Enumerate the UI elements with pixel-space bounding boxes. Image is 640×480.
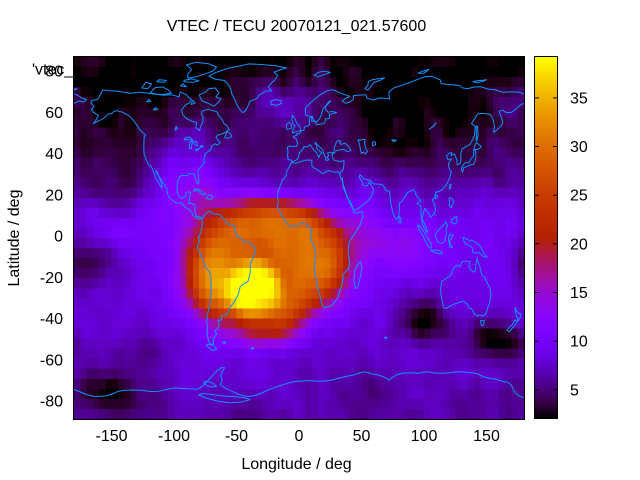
svg-text:Longitude / deg: Longitude / deg — [241, 456, 351, 473]
svg-text:20: 20 — [570, 236, 588, 253]
svg-text:Latitude / deg: Latitude / deg — [6, 190, 23, 287]
svg-text:50: 50 — [353, 428, 371, 445]
svg-text:10: 10 — [570, 334, 588, 351]
svg-text:-50: -50 — [225, 428, 248, 445]
svg-text:30: 30 — [570, 139, 588, 156]
svg-text:15: 15 — [570, 285, 588, 302]
svg-text:100: 100 — [411, 428, 438, 445]
svg-text:40: 40 — [45, 146, 63, 163]
svg-text:150: 150 — [473, 428, 500, 445]
svg-text:'vtec_: 'vtec_ — [32, 62, 74, 79]
svg-text:80: 80 — [45, 64, 63, 81]
svg-text:20: 20 — [45, 187, 63, 204]
svg-text:0: 0 — [54, 229, 63, 246]
svg-text:VTEC / TECU 20070121_021.57600: VTEC / TECU 20070121_021.57600 — [167, 18, 427, 35]
svg-text:-40: -40 — [40, 311, 63, 328]
svg-text:-100: -100 — [158, 428, 190, 445]
svg-text:25: 25 — [570, 188, 588, 205]
svg-text:0: 0 — [295, 428, 304, 445]
svg-text:-60: -60 — [40, 352, 63, 369]
svg-text:-80: -80 — [40, 394, 63, 411]
svg-text:35: 35 — [570, 90, 588, 107]
svg-text:-20: -20 — [40, 270, 63, 287]
svg-text:5: 5 — [570, 382, 579, 399]
svg-text:60: 60 — [45, 105, 63, 122]
svg-text:-150: -150 — [95, 428, 127, 445]
